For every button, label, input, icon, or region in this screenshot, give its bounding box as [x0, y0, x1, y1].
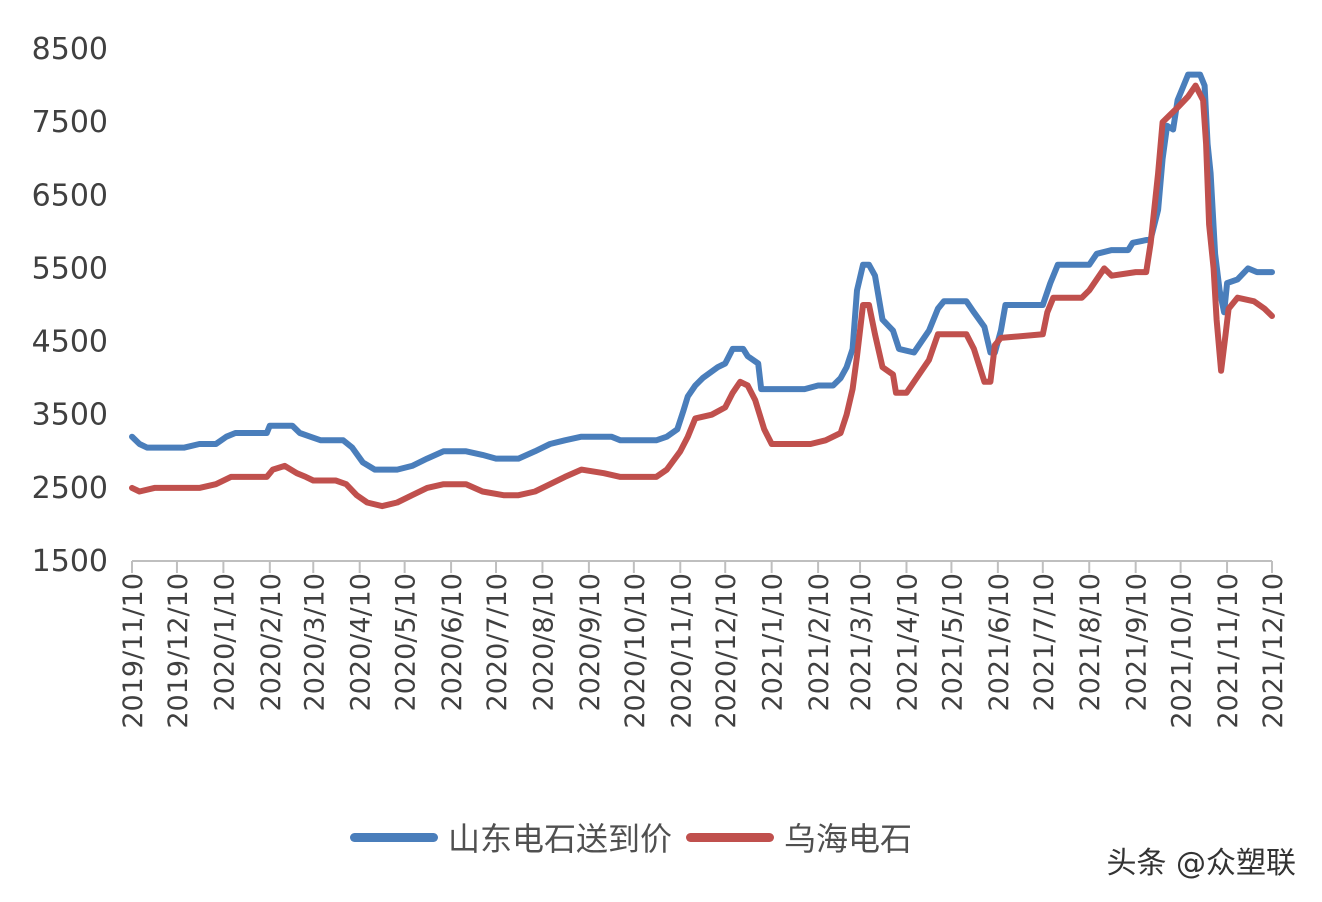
y-tick-label: 4500	[32, 325, 108, 360]
x-tick-label: 2021/1/10	[758, 573, 789, 711]
series-layer	[129, 71, 1275, 510]
x-tick-label: 2020/7/10	[482, 573, 513, 711]
y-tick-label: 7500	[32, 105, 108, 140]
x-tick-label: 2021/9/10	[1122, 573, 1153, 711]
legend-label-shandong: 山东电石送到价	[448, 820, 673, 858]
series-line-0	[129, 71, 1275, 473]
legend-label-wuhai: 乌海电石	[784, 820, 913, 858]
legend-swatch-shandong	[350, 832, 438, 842]
watermark: 头条 @众塑联	[1106, 846, 1296, 881]
x-tick-label: 2021/10/10	[1167, 573, 1198, 729]
y-tick-label: 6500	[32, 178, 108, 213]
x-tick-label: 2021/12/10	[1258, 573, 1289, 729]
legend: 山东电石送到价 乌海电石	[350, 812, 926, 862]
y-tick-label: 1500	[32, 544, 108, 579]
x-tick-label: 2021/7/10	[1029, 573, 1060, 711]
x-tick-label: 2020/12/10	[711, 573, 742, 729]
legend-item-wuhai: 乌海电石	[686, 814, 912, 860]
x-tick-label: 2021/11/10	[1213, 573, 1244, 729]
line-chart: 1500 2500 3500 4500 5500 6500 7500 8500 2019/11…	[32, 32, 1289, 729]
x-tick-label: 2020/2/10	[256, 573, 287, 711]
x-tick-label: 2021/4/10	[892, 573, 923, 711]
y-tick-label: 8500	[32, 32, 108, 67]
legend-swatch-wuhai	[686, 832, 775, 842]
x-tick-label: 2020/4/10	[346, 573, 377, 711]
x-tick-label: 2020/10/10	[620, 573, 651, 729]
x-axis: 2019/11/10 2019/12/10 2020/1/10 2020/2/10 20…	[118, 560, 1289, 729]
x-tick-label: 2020/9/10	[575, 573, 606, 711]
x-tick-label: 2021/2/10	[804, 573, 835, 711]
x-tick-label: 2021/3/10	[846, 573, 877, 711]
x-tick-label: 2020/8/10	[528, 573, 559, 711]
x-tick-label: 2021/5/10	[937, 573, 968, 711]
x-tick-label: 2020/11/10	[666, 573, 697, 729]
x-tick-label: 2020/1/10	[209, 573, 240, 711]
y-tick-label: 5500	[32, 251, 108, 286]
x-tick-label: 2020/6/10	[437, 573, 468, 711]
series-line-1	[129, 82, 1275, 510]
x-tick-label: 2019/12/10	[163, 573, 194, 729]
x-tick-label: 2021/8/10	[1075, 573, 1106, 711]
legend-item-shandong: 山东电石送到价	[350, 814, 672, 860]
x-tick-label: 2020/3/10	[299, 573, 330, 711]
y-axis-ticks: 1500 2500 3500 4500 5500 6500 7500 8500	[32, 32, 108, 579]
y-tick-label: 3500	[32, 398, 108, 433]
y-tick-label: 2500	[32, 471, 108, 506]
x-tick-label: 2021/6/10	[984, 573, 1015, 711]
x-tick-label: 2019/11/10	[118, 573, 149, 729]
x-tick-label: 2020/5/10	[391, 573, 422, 711]
